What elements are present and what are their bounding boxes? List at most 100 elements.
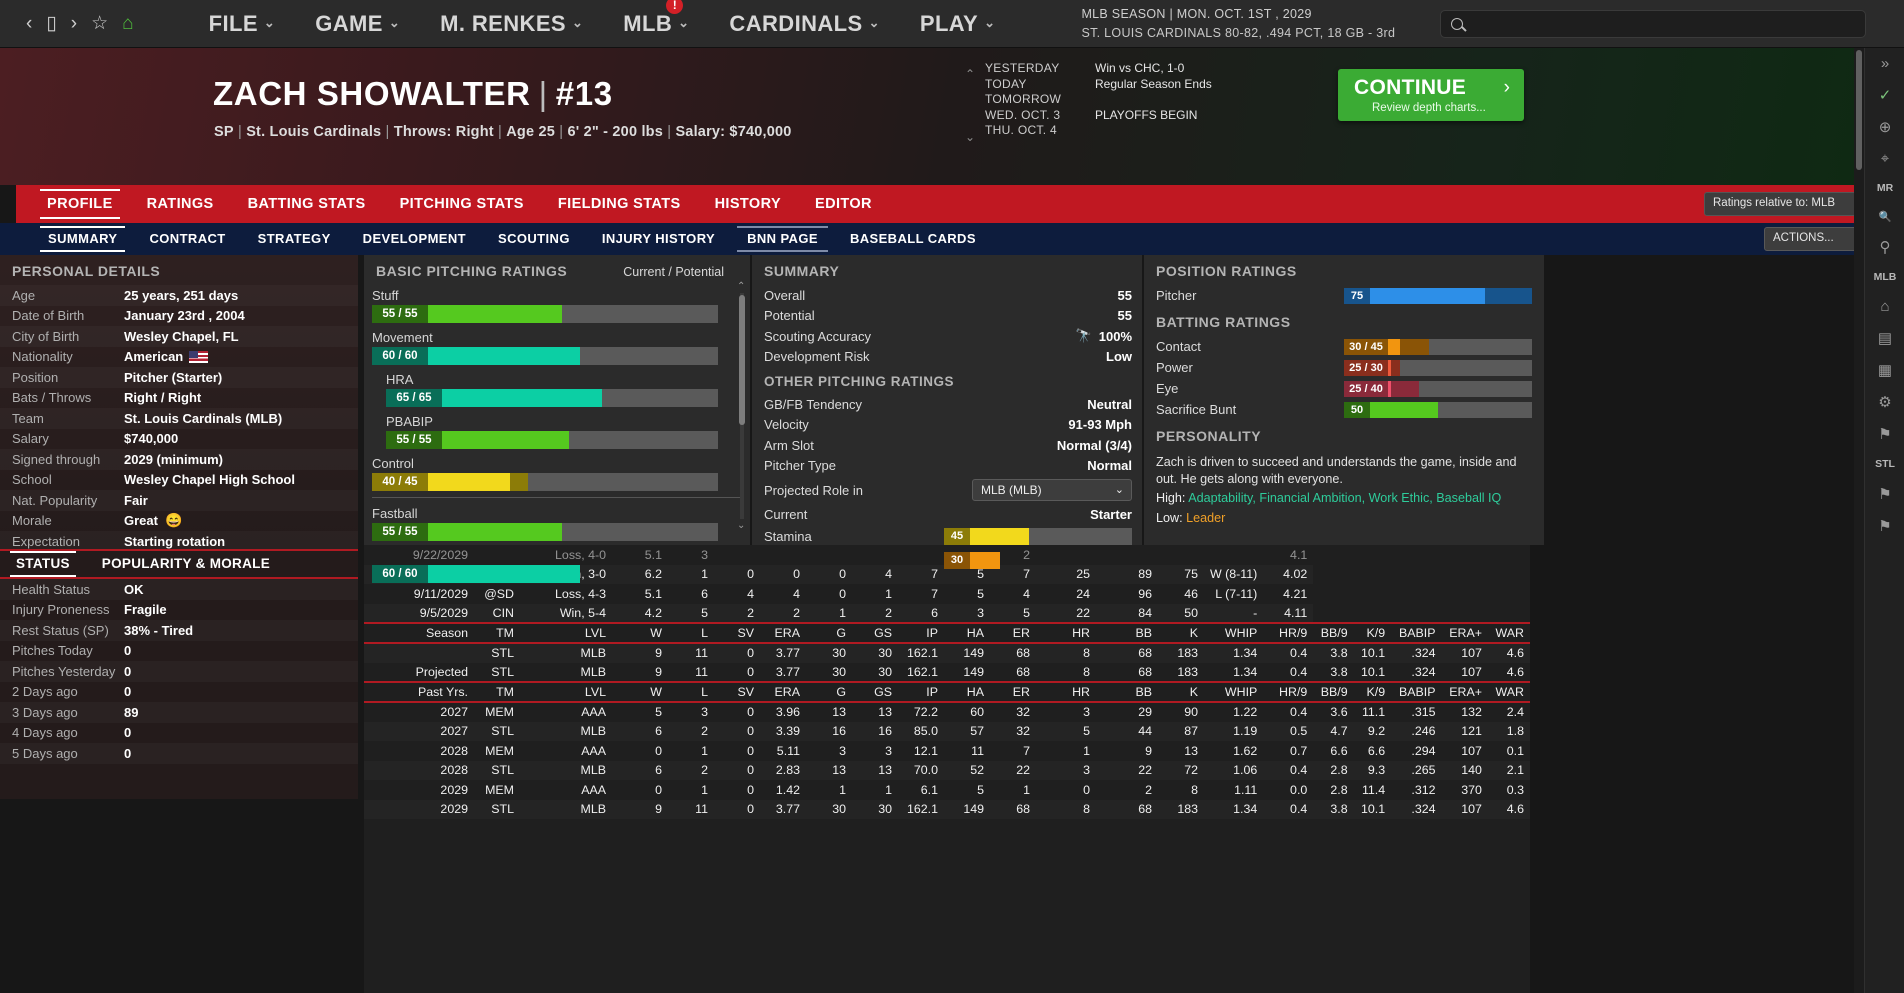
favorite-star-icon[interactable]: ☆ <box>91 13 109 34</box>
menu-play[interactable]: PLAY ⌄ <box>920 11 996 37</box>
rail-icon-15[interactable]: ⚑ <box>1878 518 1892 535</box>
column-header[interactable]: GS <box>874 685 892 699</box>
scrollbar-thumb[interactable] <box>739 295 745 425</box>
tab-status[interactable]: STATUS <box>0 549 86 579</box>
stop-icon[interactable]: ▯ <box>46 13 57 34</box>
table-row[interactable]: 2028 MEM AAA 0 1 0 5.11 3 3 12.1 11 7 1 9 13 1.62 0.7 6.6… <box>364 741 1530 761</box>
table-row[interactable]: 2029 MEM AAA 0 1 0 1.42 1 1 6.1 5 1 0 2 8 1.11 0.0 2.8 11.… <box>364 780 1530 800</box>
column-header[interactable]: WHIP <box>1224 685 1258 699</box>
column-header[interactable]: BB/9 <box>1320 685 1348 699</box>
rail-icon-12[interactable]: ⚑ <box>1878 426 1892 443</box>
rail-icon-9[interactable]: ▤ <box>1877 330 1893 347</box>
subtab-baseball-cards[interactable]: BASEBALL CARDS <box>849 231 976 246</box>
subtab-contract[interactable]: CONTRACT <box>149 231 226 246</box>
column-header[interactable]: ERA <box>774 626 800 640</box>
ratings-relative-dropdown[interactable]: Ratings relative to: MLB ⌄ <box>1704 192 1872 216</box>
column-header[interactable]: ER <box>1012 626 1030 640</box>
rail-icon-1[interactable]: ✓ <box>1878 87 1892 104</box>
table-row[interactable]: 2028 STL MLB 6 2 0 2.83 13 13 70.0 52 22 3 22 72 1.06 0.… <box>364 761 1530 781</box>
column-header[interactable]: G <box>836 685 846 699</box>
tab-history[interactable]: HISTORY <box>714 196 782 212</box>
column-header[interactable]: BB <box>1135 685 1152 699</box>
table-row[interactable]: 9/5/2029 CIN Win, 5-4 4.2 5 2 2 1 2 6 3 5 22 84 50-4.1… <box>364 604 1530 624</box>
subtab-summary[interactable]: SUMMARY <box>32 223 133 255</box>
column-header[interactable]: GS <box>874 626 892 640</box>
forward-icon[interactable]: › <box>70 12 78 34</box>
column-header[interactable]: BB <box>1135 626 1152 640</box>
column-header[interactable]: LVL <box>584 626 606 640</box>
chevron-down-icon[interactable]: ⌄ <box>965 130 976 144</box>
rail-icon-13[interactable]: STL <box>1875 458 1895 470</box>
table-row[interactable]: 2027 STL MLB 6 2 0 3.39 16 16 85.0 57 32 5 44 87 1.19 0.… <box>364 722 1530 742</box>
table-row[interactable]: STL MLB 9 11 0 3.77 30 30 162.1 149 68 8 68 183 1.34 0.… <box>364 643 1530 663</box>
column-header[interactable]: K/9 <box>1366 626 1386 640</box>
column-header[interactable]: W <box>650 626 662 640</box>
rail-icon-2[interactable]: ⊕ <box>1878 119 1892 136</box>
rail-icon-10[interactable]: ▦ <box>1877 362 1893 379</box>
column-header[interactable]: K <box>1189 685 1198 699</box>
column-header[interactable]: K <box>1189 626 1198 640</box>
column-header[interactable]: LVL <box>584 685 606 699</box>
rail-icon-4[interactable]: MR <box>1876 182 1894 194</box>
tab-profile[interactable]: PROFILE <box>30 185 130 223</box>
subtab-bnn-page[interactable]: BNN PAGE <box>731 223 834 255</box>
continue-button[interactable]: CONTINUE › Review depth charts... <box>1338 69 1524 121</box>
column-header[interactable]: ER <box>1012 685 1030 699</box>
column-header[interactable]: HA <box>966 626 984 640</box>
tab-ratings[interactable]: RATINGS <box>146 196 214 212</box>
menu-game[interactable]: GAME ⌄ <box>315 11 400 37</box>
search-input[interactable] <box>1440 10 1866 38</box>
page-scrollbar[interactable] <box>1854 48 1864 993</box>
column-header[interactable]: IP <box>926 626 938 640</box>
rail-icon-8[interactable]: ⌂ <box>1880 298 1890 315</box>
column-header[interactable]: WAR <box>1495 685 1524 699</box>
column-header[interactable]: HA <box>966 685 984 699</box>
projected-role-dropdown[interactable]: MLB (MLB) ⌄ <box>972 479 1132 501</box>
table-row[interactable]: 9/11/2029 @SD Loss, 4-3 5.1 6 4 4 0 1 7 5 4 24 96 46 L … <box>364 584 1530 604</box>
notification-badge[interactable]: ! <box>666 0 684 14</box>
table-row-partial[interactable]: 9/22/2029 Loss, 4-0 5.1 3 2 4.1 <box>364 545 1530 565</box>
column-header[interactable]: WHIP <box>1224 626 1258 640</box>
scroll-up-icon[interactable]: ⌃ <box>737 281 746 292</box>
column-header[interactable]: SV <box>737 685 754 699</box>
menu-mlb[interactable]: MLB ⌄ ! <box>623 0 689 37</box>
column-header[interactable]: BABIP <box>1399 685 1436 699</box>
rail-icon-7[interactable]: MLB <box>1873 271 1897 283</box>
table-row[interactable]: 2029 STL MLB 9 11 0 3.77 30 30 162.1 149 68 8 68 183 1.… <box>364 800 1530 820</box>
tab-pitching-stats[interactable]: PITCHING STATS <box>399 196 524 212</box>
column-header[interactable]: L <box>701 685 708 699</box>
column-header[interactable]: L <box>701 626 708 640</box>
rail-icon-5[interactable]: 🔍 <box>1878 211 1892 223</box>
column-header[interactable]: K/9 <box>1366 685 1386 699</box>
tab-editor[interactable]: EDITOR <box>815 196 872 212</box>
column-header[interactable]: WAR <box>1495 626 1524 640</box>
column-header[interactable]: HR/9 <box>1279 626 1308 640</box>
subtab-development[interactable]: DEVELOPMENT <box>362 231 467 246</box>
menu-file[interactable]: FILE ⌄ <box>209 11 276 37</box>
column-header[interactable]: Season <box>425 626 468 640</box>
back-icon[interactable]: ‹ <box>26 12 33 34</box>
column-header[interactable]: IP <box>926 685 938 699</box>
rail-icon-0[interactable]: » <box>1880 55 1890 72</box>
column-header[interactable]: HR <box>1072 626 1090 640</box>
column-header[interactable]: ERA <box>774 685 800 699</box>
subtab-scouting[interactable]: SCOUTING <box>498 231 570 246</box>
rail-icon-14[interactable]: ⚑ <box>1878 486 1892 503</box>
column-header[interactable]: SV <box>737 626 754 640</box>
subtab-strategy[interactable]: STRATEGY <box>257 231 331 246</box>
column-header[interactable]: BB/9 <box>1320 626 1348 640</box>
scroll-down-icon[interactable]: ⌄ <box>737 520 746 531</box>
tab-fielding-stats[interactable]: FIELDING STATS <box>557 196 681 212</box>
pitching-scrollbar[interactable]: ⌃ ⌄ <box>737 281 746 531</box>
tab-batting-stats[interactable]: BATTING STATS <box>247 196 366 212</box>
menu-manager[interactable]: M. RENKES ⌄ <box>440 11 583 37</box>
scrollbar-thumb[interactable] <box>1856 50 1862 170</box>
chevron-up-icon[interactable]: ⌃ <box>965 67 976 81</box>
menu-cardinals[interactable]: CARDINALS ⌄ <box>729 11 879 37</box>
table-row[interactable]: Projected STL MLB 9 11 0 3.77 30 30 162.1 149 68 8 68… <box>364 663 1530 683</box>
rail-icon-11[interactable]: ⚙ <box>1878 394 1892 411</box>
column-header[interactable]: ERA+ <box>1449 626 1482 640</box>
column-header[interactable]: BABIP <box>1399 626 1436 640</box>
rail-icon-3[interactable]: ⌖ <box>1880 150 1890 167</box>
